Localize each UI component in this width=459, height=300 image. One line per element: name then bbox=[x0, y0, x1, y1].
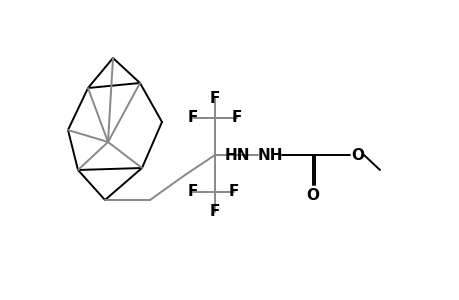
Text: F: F bbox=[187, 110, 198, 125]
Text: NH: NH bbox=[257, 148, 282, 163]
Text: F: F bbox=[209, 91, 220, 106]
Text: O: O bbox=[351, 148, 364, 163]
Text: O: O bbox=[306, 188, 319, 202]
Text: HN: HN bbox=[224, 148, 249, 163]
Text: F: F bbox=[228, 184, 239, 200]
Text: F: F bbox=[231, 110, 241, 125]
Text: F: F bbox=[187, 184, 198, 200]
Text: F: F bbox=[209, 205, 220, 220]
